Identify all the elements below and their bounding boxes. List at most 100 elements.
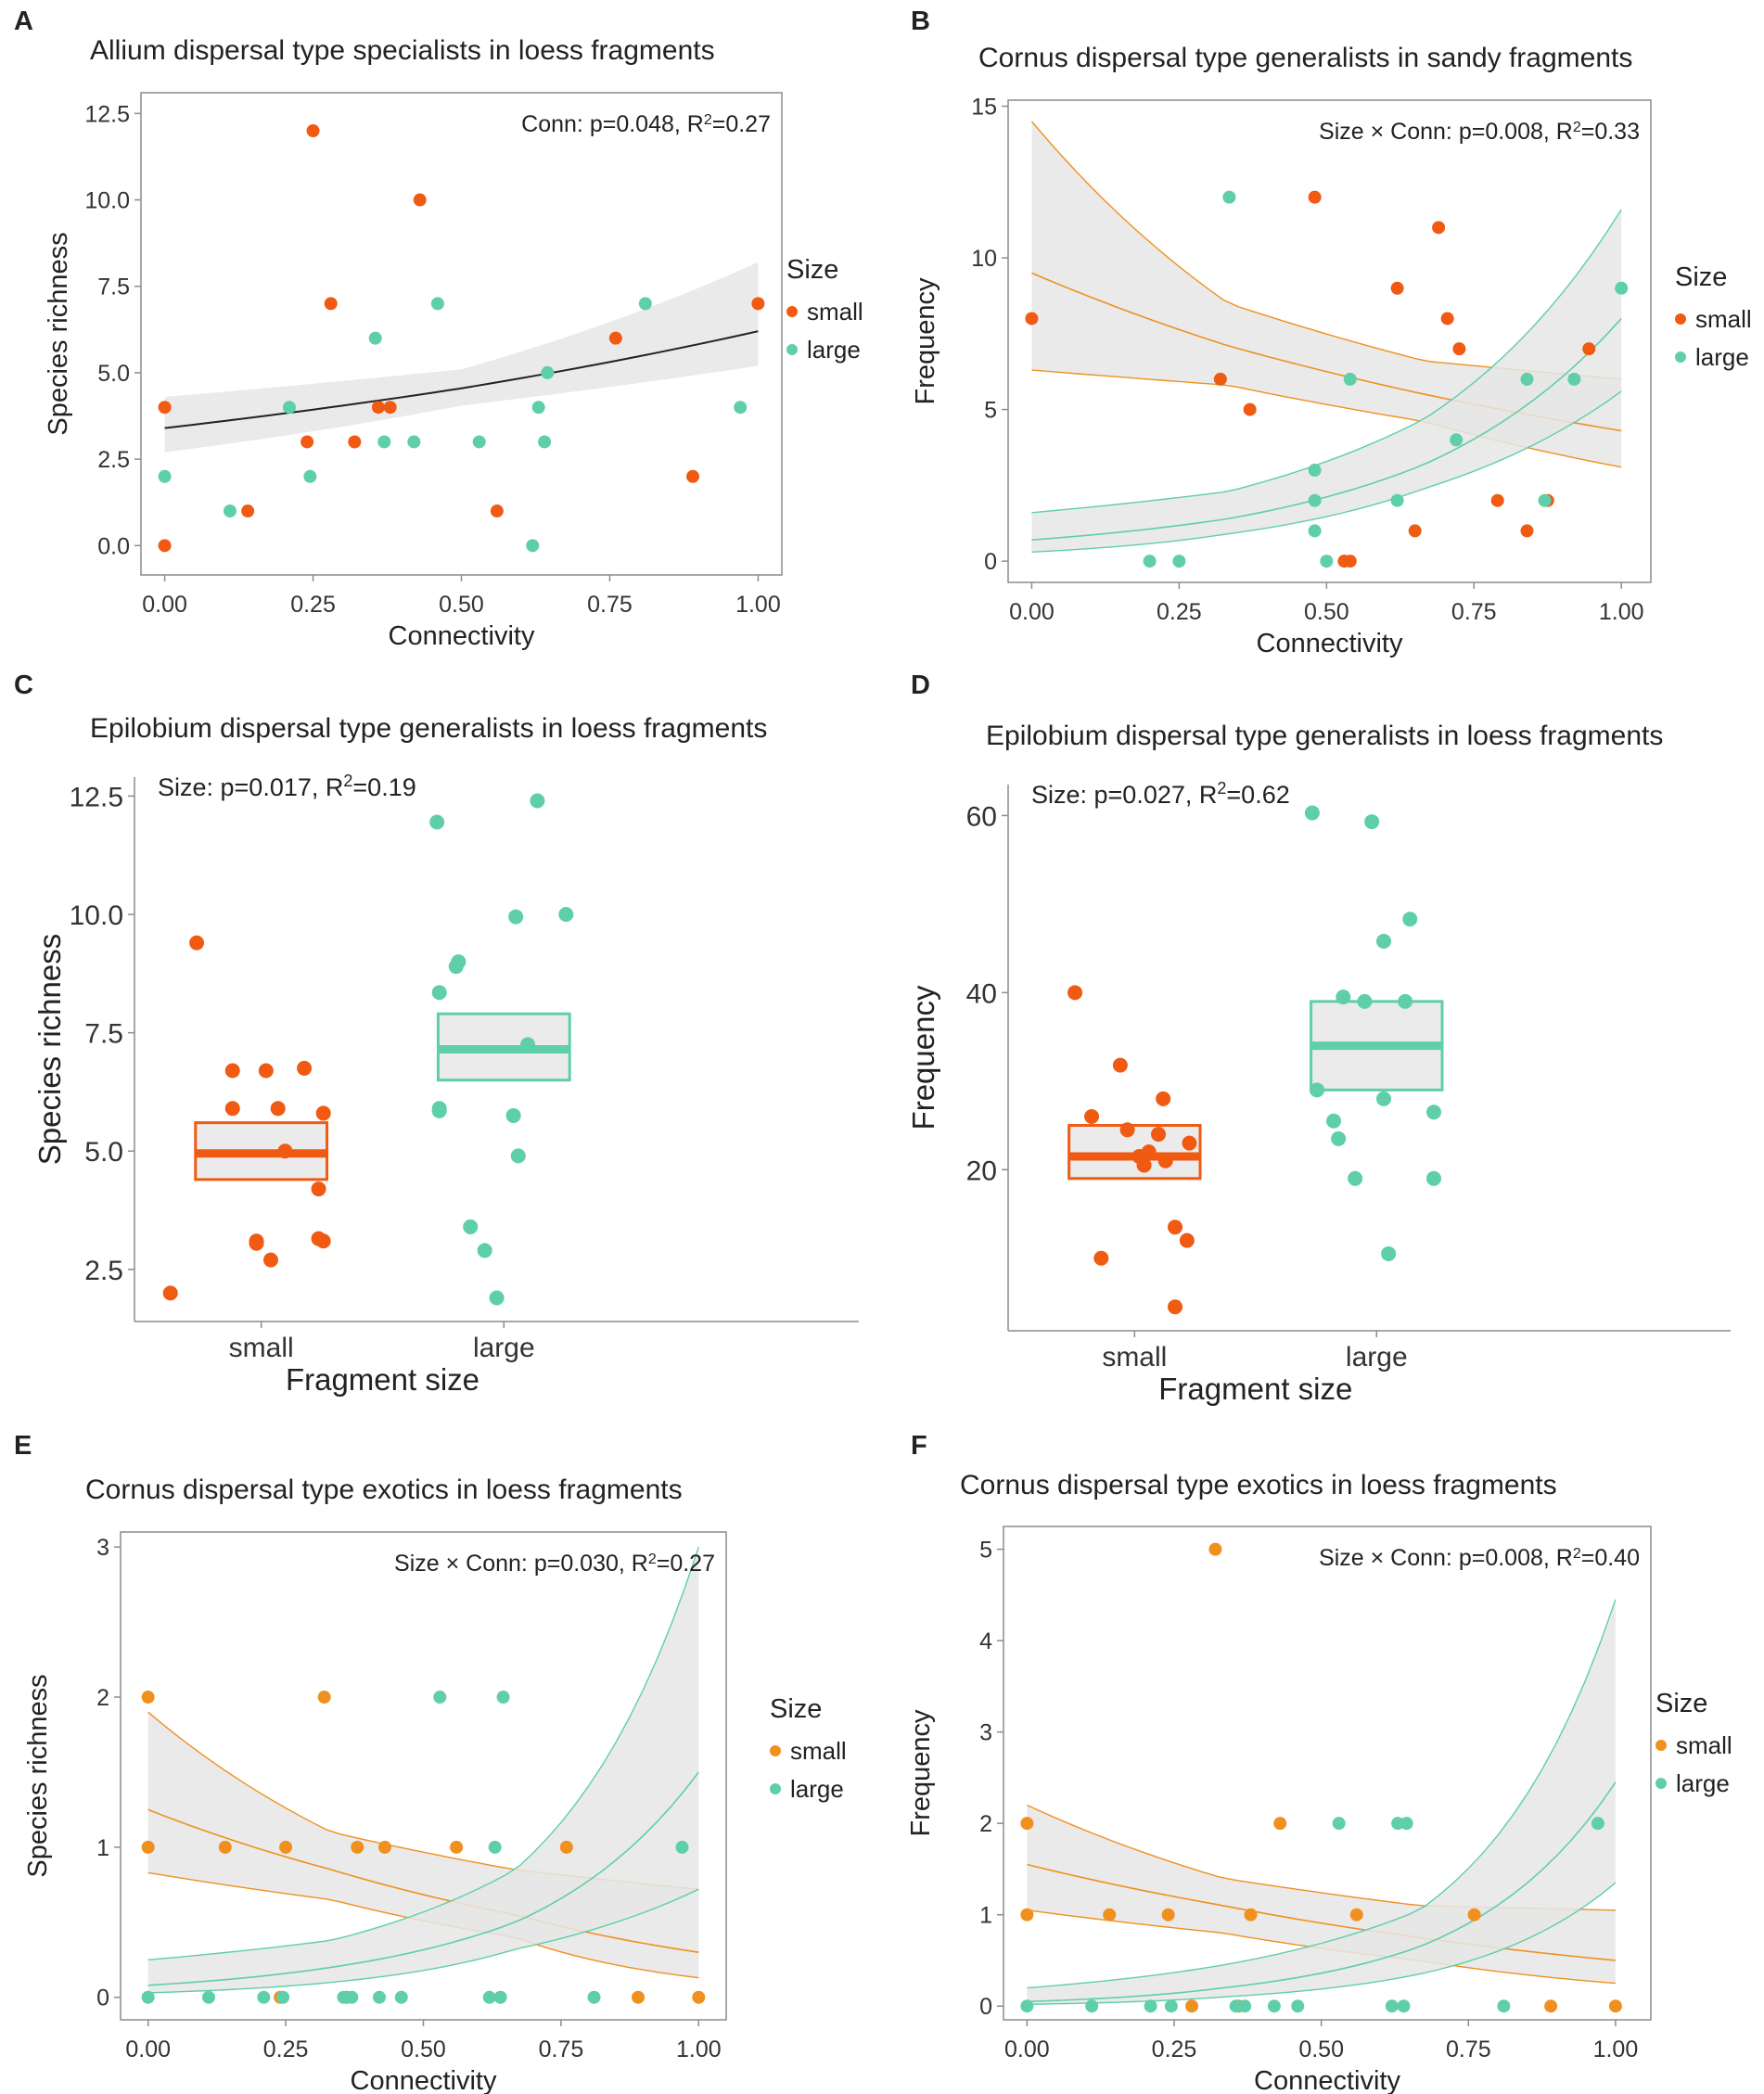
- data-point-small: [300, 435, 314, 449]
- legend-label-small: small: [1676, 1731, 1732, 1759]
- x-tick-label: large: [473, 1333, 535, 1363]
- data-point-large: [1331, 1130, 1347, 1146]
- legend-title: Size: [786, 255, 838, 285]
- x-tick-label: 0.00: [142, 592, 187, 618]
- fit-line-small: [1027, 1863, 1617, 1961]
- data-point-large: [1381, 1245, 1397, 1261]
- fit-line-large: [1027, 1781, 1617, 2003]
- legend-key-small: [770, 1745, 781, 1756]
- data-point-large: [201, 1990, 215, 2004]
- data-point-small: [306, 124, 320, 138]
- data-point-small: [189, 935, 205, 951]
- x-tick-label: 0.50: [439, 592, 484, 618]
- y-tick-label: 10.0: [84, 188, 130, 214]
- legend-label-small: small: [790, 1737, 847, 1765]
- data-point-large: [451, 954, 467, 970]
- data-point-large: [1615, 281, 1629, 295]
- stats-annotation: Size × Conn: p=0.008, R2=0.33: [1319, 119, 1640, 145]
- legend-key-small: [1675, 313, 1686, 325]
- y-tick-label: 5: [984, 398, 997, 424]
- data-point-small: [1408, 524, 1422, 538]
- panel-title: Allium dispersal type specialists in loe…: [90, 35, 715, 66]
- lower-bound-large: [1031, 390, 1622, 553]
- data-point-small: [1244, 1908, 1258, 1922]
- data-point-large: [1144, 1999, 1157, 2013]
- x-tick-label: 0.75: [1446, 2037, 1491, 2062]
- data-point-large: [1385, 1999, 1399, 2013]
- stats-annotation: Size: p=0.017, R2=0.19: [158, 772, 416, 801]
- legend-label-large: large: [1695, 343, 1749, 371]
- data-point-large: [472, 435, 486, 449]
- confidence-ribbon-small: [1031, 121, 1622, 467]
- data-point-small: [141, 1840, 155, 1854]
- data-point-small: [297, 1060, 313, 1076]
- y-tick-label: 3: [96, 1535, 109, 1561]
- data-point-large: [223, 504, 236, 518]
- data-point-small: [1490, 493, 1504, 507]
- plot-frame: [1003, 1526, 1652, 2021]
- x-tick-label: 0.50: [401, 2037, 446, 2062]
- data-point-large: [1336, 990, 1351, 1005]
- data-point-large: [377, 435, 391, 449]
- panel-label: F: [911, 1431, 927, 1461]
- data-point-large: [1291, 1999, 1305, 2013]
- data-point-large: [276, 1990, 290, 2004]
- y-tick-label: 40: [966, 978, 997, 1009]
- upper-bound-large: [1031, 209, 1622, 514]
- data-point-large: [394, 1990, 408, 2004]
- y-axis-title: Frequency: [906, 985, 940, 1130]
- y-tick-label: 10.0: [70, 900, 123, 931]
- panel-label: B: [911, 6, 930, 36]
- y-tick-label: 4: [979, 1628, 992, 1654]
- data-point-small: [162, 1285, 178, 1301]
- stats-annotation: Conn: p=0.048, R2=0.27: [521, 111, 771, 137]
- data-point-small: [324, 297, 338, 311]
- data-point-small: [1141, 1144, 1157, 1160]
- data-point-small: [1213, 372, 1227, 386]
- data-point-large: [1567, 372, 1581, 386]
- data-point-large: [1308, 524, 1322, 538]
- data-point-small: [277, 1143, 293, 1159]
- upper-bound-large: [147, 1546, 699, 1960]
- data-point-large: [1172, 555, 1186, 568]
- data-point-small: [1544, 1999, 1558, 2013]
- data-point-large: [1085, 1999, 1099, 2013]
- panel-d: D Epilobium dispersal type generalists in…: [906, 670, 1731, 1406]
- data-point-small: [1432, 221, 1446, 235]
- data-point-large: [526, 539, 540, 553]
- data-point-large: [477, 1243, 492, 1258]
- y-tick-label: 1: [96, 1835, 109, 1861]
- x-tick-label: 1.00: [1593, 2037, 1639, 2062]
- data-point-small: [1608, 1999, 1622, 2013]
- y-tick-label: 20: [966, 1156, 997, 1186]
- x-tick-label: 0.00: [1009, 599, 1055, 625]
- lower-bound-large: [147, 1888, 699, 1994]
- data-point-large: [257, 1990, 271, 2004]
- data-point-large: [1538, 493, 1552, 507]
- data-point-small: [413, 193, 427, 207]
- data-point-small: [1093, 1250, 1109, 1266]
- data-point-small: [1182, 1135, 1197, 1151]
- data-point-small: [1020, 1908, 1034, 1922]
- legend-label-small: small: [1695, 305, 1752, 333]
- data-point-large: [345, 1990, 359, 2004]
- data-point-small: [1067, 985, 1083, 1001]
- y-axis-title: Frequency: [906, 1709, 936, 1837]
- lower-bound-large: [1027, 1882, 1617, 2005]
- data-point-large: [1357, 993, 1373, 1009]
- data-point-small: [1084, 1108, 1100, 1124]
- legend-label-large: large: [790, 1775, 844, 1803]
- data-point-large: [368, 331, 382, 345]
- panel-f: F Cornus dispersal type exotics in loess …: [906, 1431, 1732, 2094]
- data-point-small: [317, 1691, 331, 1705]
- data-point-large: [482, 1990, 496, 2004]
- data-point-small: [351, 1840, 364, 1854]
- plot-frame: [1007, 99, 1652, 583]
- data-point-large: [1425, 1104, 1441, 1120]
- panel-c: C Epilobium dispersal type generalists in…: [14, 670, 859, 1397]
- stats-annotation: Size × Conn: p=0.030, R2=0.27: [394, 1551, 715, 1577]
- data-point-small: [1273, 1817, 1287, 1831]
- data-point-small: [249, 1235, 264, 1251]
- data-point-large: [1376, 1091, 1392, 1106]
